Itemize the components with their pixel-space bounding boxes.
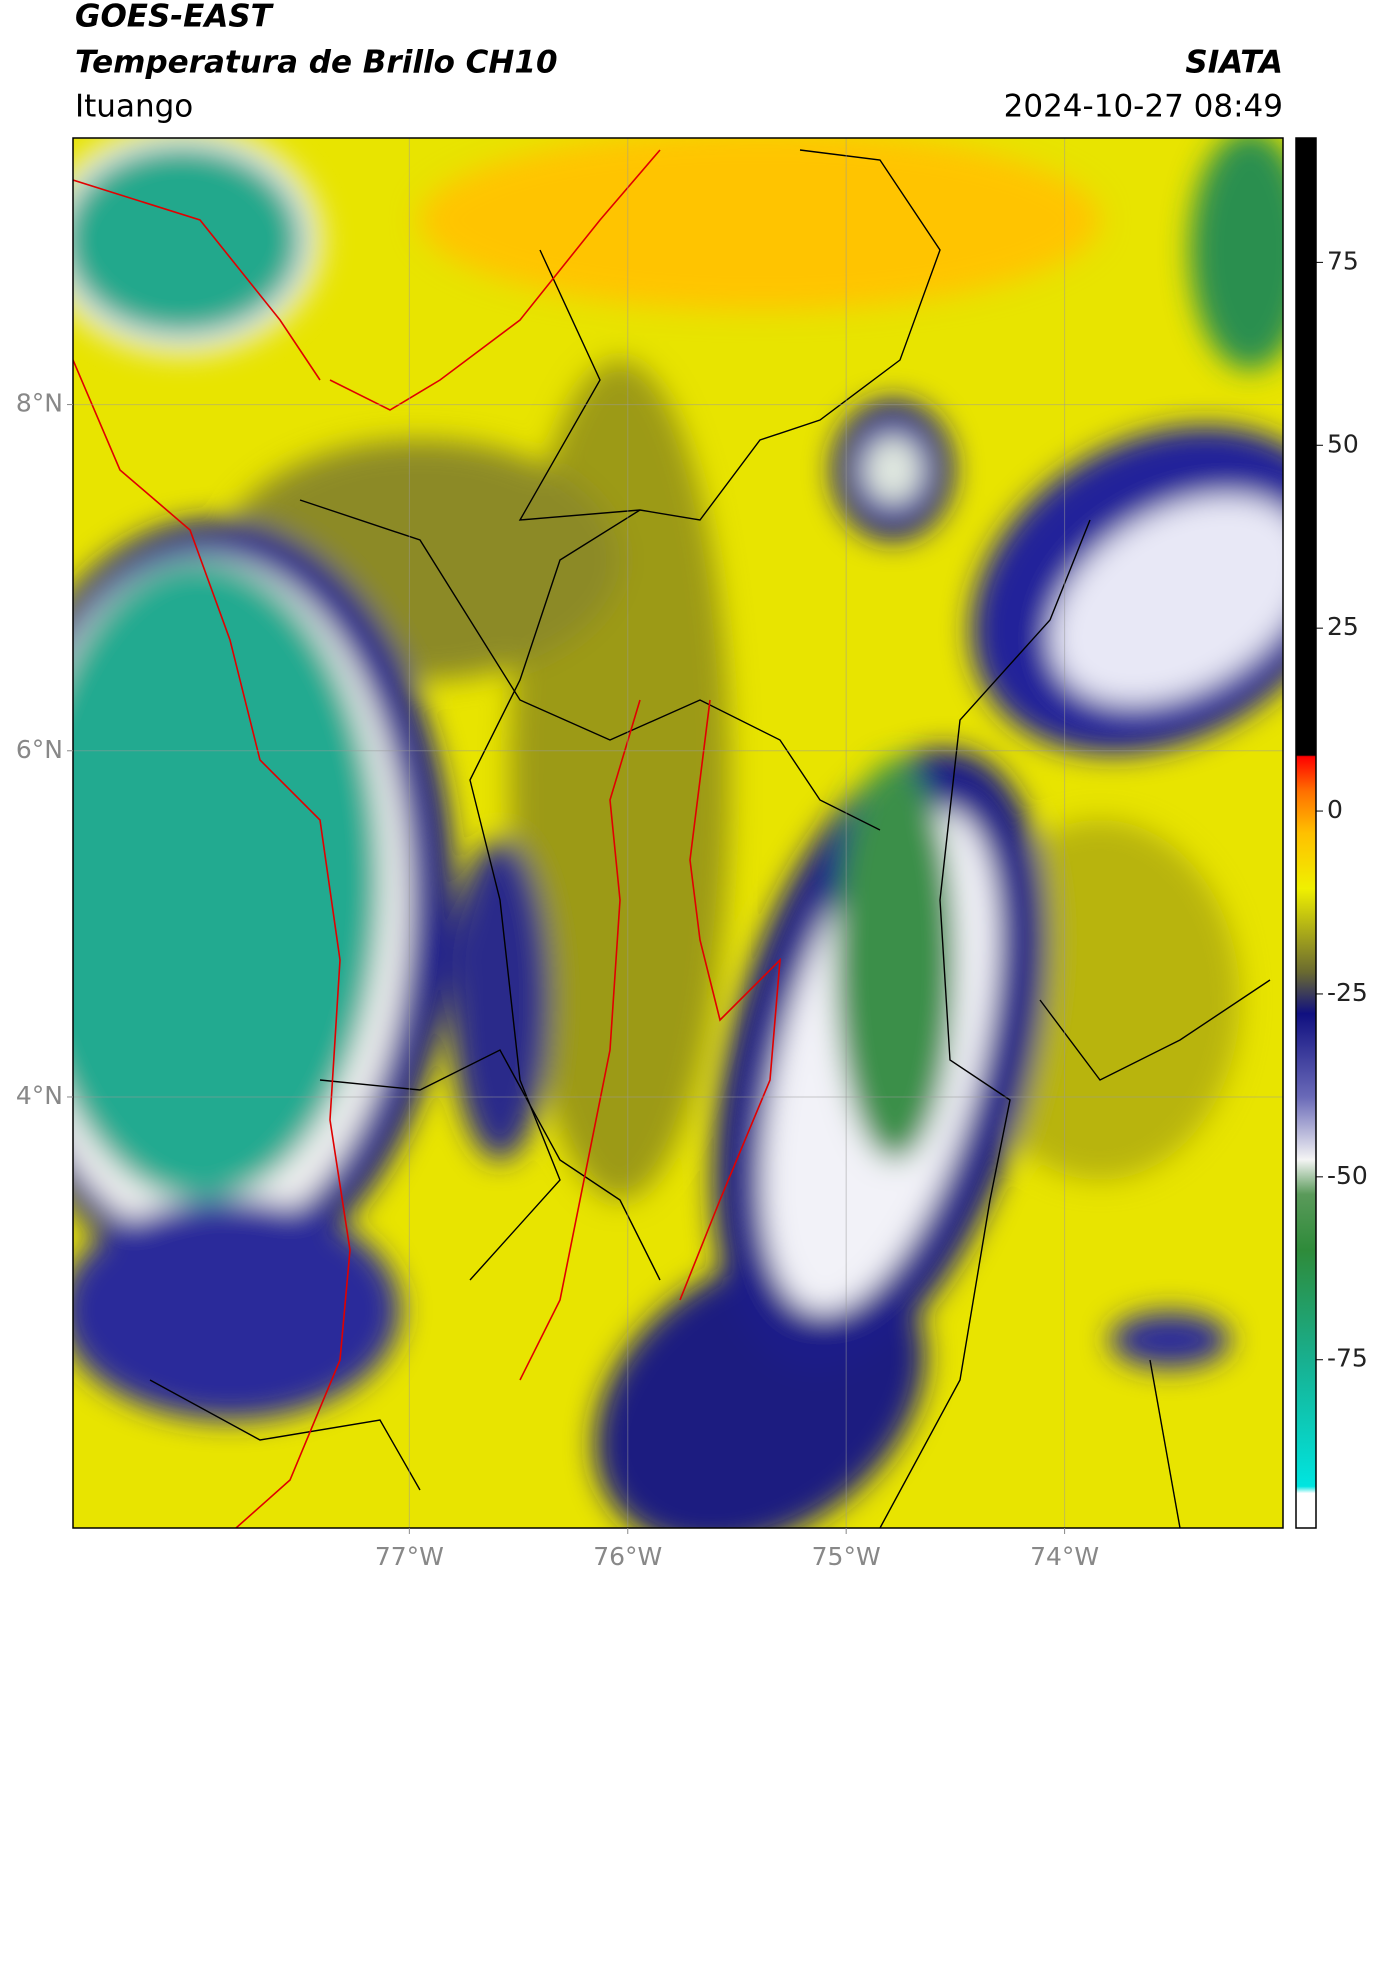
x-tick-label: 75°W	[812, 1542, 881, 1571]
x-tick-label: 76°W	[593, 1542, 662, 1571]
colorbar-tick-label: -75	[1327, 1344, 1368, 1373]
colorbar-tick-label: 25	[1327, 612, 1359, 641]
x-tick-label: 74°W	[1030, 1542, 1099, 1571]
datetime: 2024-10-27 08:49	[1004, 89, 1283, 125]
colorbar	[1295, 137, 1317, 1529]
source: SIATA	[1185, 45, 1283, 81]
colorbar-tick-label: 0	[1327, 795, 1343, 824]
y-tick-label: 6°N	[16, 735, 63, 764]
map-frame	[72, 137, 1284, 1529]
location: Ituango	[75, 89, 193, 125]
y-tick-label: 8°N	[16, 389, 63, 418]
ticks: 77°W 76°W 75°W 74°W 8°N 6°N 4°N -75 -50 -25 0 25 50 7…	[16, 246, 1368, 1571]
x-tick-label: 77°W	[375, 1542, 444, 1571]
title: GOES-EAST	[75, 0, 275, 35]
colorbar-tick-label: 50	[1327, 429, 1359, 458]
y-tick-label: 4°N	[16, 1081, 63, 1110]
colorbar-tick-label: -25	[1327, 978, 1368, 1007]
subtitle: Temperatura de Brillo CH10	[75, 45, 558, 81]
colorbar-tick-label: 75	[1327, 246, 1359, 275]
colorbar-tick-label: -50	[1327, 1161, 1368, 1190]
grid	[73, 138, 1283, 1528]
satellite-image	[73, 138, 1283, 1528]
